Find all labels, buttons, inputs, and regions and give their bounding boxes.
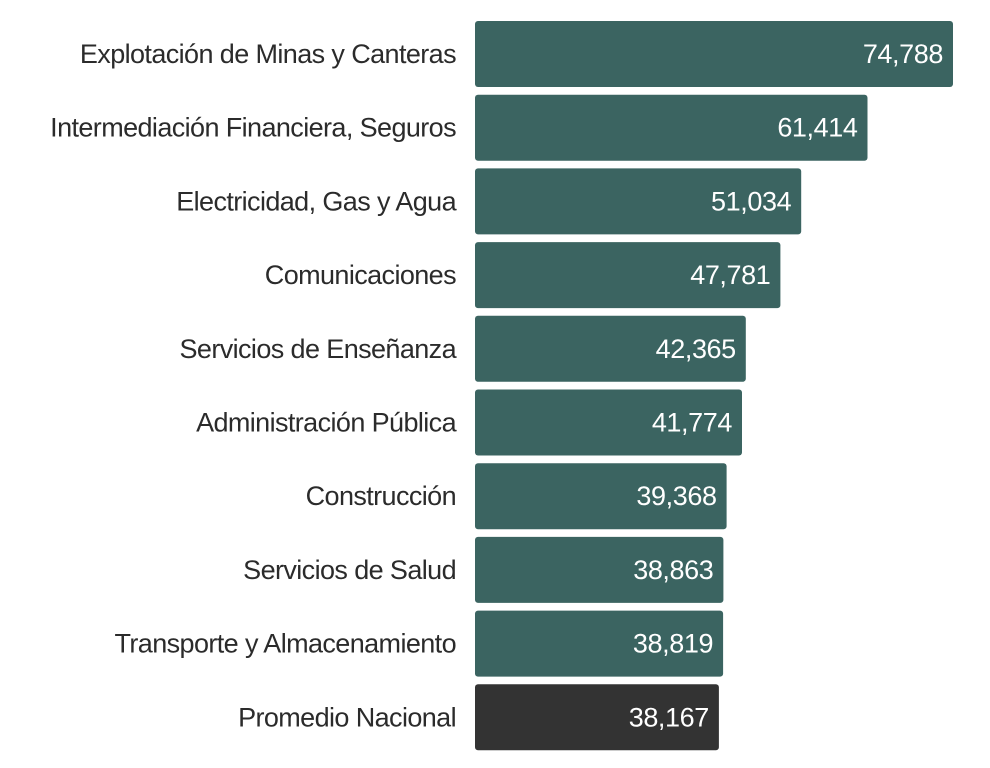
value-labels: 74,788 61,414 51,034 47,781 42,365 41,774 39,3… [629, 39, 944, 732]
value-label: 47,781 [690, 260, 770, 290]
category-label: Transporte y Almacenamiento [115, 629, 456, 659]
bar-6 [475, 389, 742, 456]
value-label: 42,365 [656, 334, 736, 364]
value-label: 41,774 [652, 408, 733, 438]
bar-1 [475, 21, 953, 87]
category-label: Servicios de Salud [243, 555, 456, 585]
category-label: Construcción [306, 481, 456, 511]
value-label: 38,863 [633, 555, 713, 585]
bar-10 [475, 684, 719, 751]
bar-2 [475, 94, 868, 161]
bar-4 [475, 242, 781, 309]
bar-5 [475, 315, 746, 382]
category-label: Promedio Nacional [238, 702, 456, 732]
value-label: 38,819 [633, 629, 713, 659]
bar-9 [475, 610, 724, 677]
category-label: Explotación de Minas y Canteras [80, 39, 456, 69]
value-label: 74,788 [863, 39, 943, 69]
bar-3 [475, 168, 802, 235]
category-labels: Explotación de Minas y Canteras Intermedi… [50, 39, 458, 732]
value-label: 39,368 [636, 481, 716, 511]
category-label: Comunicaciones [265, 260, 456, 290]
bar-8 [475, 536, 724, 603]
category-label: Electricidad, Gas y Agua [176, 186, 457, 216]
value-label: 38,167 [629, 702, 709, 732]
bar-7 [475, 463, 727, 530]
category-label: Intermediación Financiera, Seguros [50, 113, 456, 143]
category-label: Administración Pública [196, 408, 458, 438]
value-label: 51,034 [711, 186, 792, 216]
value-label: 61,414 [777, 113, 858, 143]
category-label: Servicios de Enseñanza [180, 334, 458, 364]
bars [475, 21, 953, 751]
